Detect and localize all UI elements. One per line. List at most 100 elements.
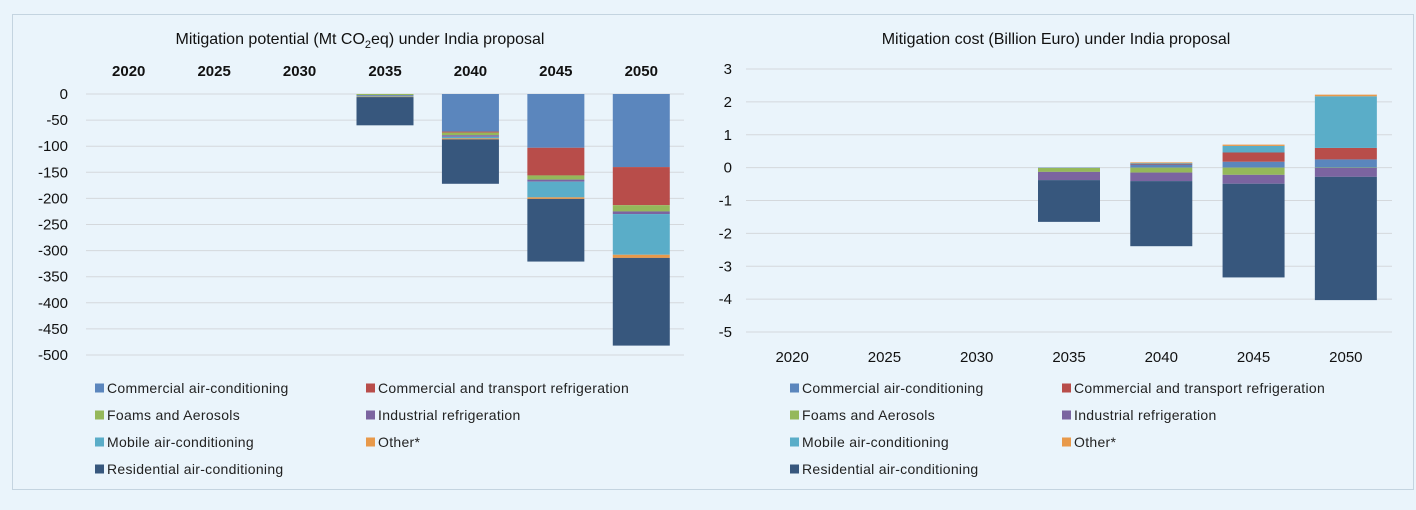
bar-segment-mobile-air-conditioning — [1130, 163, 1193, 164]
bar-segment-foams-and-aerosols — [1038, 167, 1100, 172]
legend-label: Residential air-conditioning — [802, 461, 979, 477]
bar-segment-residential-air-conditioning — [1130, 181, 1193, 247]
legend-label: Other* — [378, 434, 421, 450]
legend-swatch — [95, 437, 104, 447]
y-tick-label: 0 — [724, 160, 732, 177]
y-tick-label: -2 — [719, 225, 732, 242]
bar-segment-foams-and-aerosols — [441, 132, 499, 136]
legend-swatch — [790, 464, 799, 474]
x-tick-label: 2030 — [960, 349, 993, 366]
bar-segment-foams-and-aerosols — [1130, 167, 1193, 173]
y-tick-label: -50 — [46, 112, 68, 129]
legend-swatch — [95, 383, 104, 393]
legend-label: Mobile air-conditioning — [802, 434, 949, 450]
figure-frame — [12, 14, 1414, 490]
bar-segment-other- — [356, 96, 414, 98]
y-tick-label: 1 — [724, 127, 732, 144]
y-tick-label: -500 — [38, 347, 68, 364]
bar-segment-residential-air-conditioning — [1038, 180, 1100, 222]
bar-segment-mobile-air-conditioning — [441, 136, 499, 139]
legend-swatch — [366, 410, 375, 420]
y-tick-label: 0 — [60, 86, 68, 103]
x-tick-label: 2045 — [1237, 349, 1270, 366]
x-tick-label: 2045 — [539, 63, 572, 80]
y-tick-label: 3 — [724, 61, 732, 78]
x-tick-label: 2035 — [368, 63, 401, 80]
y-tick-label: -300 — [38, 243, 68, 260]
bar-segment-other- — [1222, 144, 1285, 146]
x-tick-label: 2040 — [454, 63, 487, 80]
legend-swatch — [1062, 410, 1071, 420]
x-tick-label: 2020 — [775, 349, 808, 366]
bar-segment-foams-and-aerosols — [356, 94, 414, 96]
bar-segment-foams-and-aerosols — [612, 205, 670, 212]
bar-segment-commercial-and-transport-refrigeration — [1314, 147, 1377, 160]
mitigation-potential-chart: Mitigation potential (Mt CO2eq) under In… — [38, 31, 684, 477]
y-tick-label: -150 — [38, 164, 68, 181]
bar-segment-industrial-refrigeration — [441, 135, 499, 137]
bar-segment-residential-air-conditioning — [527, 198, 585, 262]
bar-segment-industrial-refrigeration — [527, 179, 585, 182]
bar-segment-residential-air-conditioning — [441, 139, 499, 184]
bar-segment-mobile-air-conditioning — [612, 214, 670, 255]
bar-segment-commercial-air-conditioning — [527, 94, 585, 148]
bar-segment-mobile-air-conditioning — [1222, 145, 1285, 153]
bar-segment-commercial-and-transport-refrigeration — [1222, 152, 1285, 162]
bar-segment-other- — [441, 138, 499, 140]
y-tick-label: -400 — [38, 295, 68, 312]
x-tick-label: 2030 — [283, 63, 316, 80]
bar-segment-commercial-air-conditioning — [1314, 159, 1377, 168]
x-tick-label: 2035 — [1052, 349, 1085, 366]
bar-segment-industrial-refrigeration — [1222, 174, 1285, 184]
legend-label: Commercial and transport refrigeration — [1074, 380, 1325, 396]
chart-title-subscript: 2 — [365, 39, 371, 51]
bar-segment-commercial-and-transport-refrigeration — [612, 167, 670, 206]
bar-segment-foams-and-aerosols — [527, 175, 585, 180]
x-tick-label: 2040 — [1145, 349, 1178, 366]
bar-segment-commercial-air-conditioning — [612, 94, 670, 168]
y-tick-label: -450 — [38, 321, 68, 338]
x-tick-label: 2050 — [625, 63, 658, 80]
legend-label: Foams and Aerosols — [107, 407, 240, 423]
chart-title-text: Mitigation potential (Mt CO — [176, 31, 365, 48]
bar-segment-commercial-air-conditioning — [441, 94, 499, 132]
legend-swatch — [1062, 437, 1071, 447]
legend-swatch — [366, 383, 375, 393]
legend-label: Residential air-conditioning — [107, 461, 284, 477]
y-tick-label: -100 — [38, 138, 68, 155]
bar-segment-commercial-and-transport-refrigeration — [527, 147, 585, 176]
bar-segment-industrial-refrigeration — [356, 95, 414, 96]
bar-segment-commercial-and-transport-refrigeration — [441, 131, 499, 133]
y-tick-label: -1 — [719, 193, 732, 210]
bar-segment-other- — [1314, 94, 1377, 97]
y-tick-label: -3 — [719, 258, 732, 275]
bar-segment-other- — [612, 254, 670, 258]
legend-swatch — [1062, 383, 1071, 393]
y-tick-label: -4 — [719, 291, 732, 308]
y-tick-label: -250 — [38, 217, 68, 234]
bar-segment-residential-air-conditioning — [1314, 176, 1377, 301]
bar-segment-residential-air-conditioning — [356, 97, 414, 126]
legend-swatch — [790, 437, 799, 447]
chart-title: Mitigation potential (Mt CO2eq) under In… — [176, 31, 545, 51]
bar-segment-mobile-air-conditioning — [527, 181, 585, 198]
bar-segment-commercial-air-conditioning — [1130, 164, 1193, 168]
legend-label: Mobile air-conditioning — [107, 434, 254, 450]
bar-segment-industrial-refrigeration — [1130, 172, 1193, 182]
legend-label: Other* — [1074, 434, 1117, 450]
bar-segment-commercial-and-transport-refrigeration — [1130, 163, 1193, 165]
y-tick-label: 2 — [724, 94, 732, 111]
legend-label: Industrial refrigeration — [1074, 407, 1217, 423]
x-tick-label: 2025 — [197, 63, 230, 80]
x-tick-label: 2025 — [868, 349, 901, 366]
bar-segment-industrial-refrigeration — [1314, 167, 1377, 177]
y-tick-label: -200 — [38, 190, 68, 207]
bar-segment-mobile-air-conditioning — [1314, 96, 1377, 148]
mitigation-cost-chart: Mitigation cost (Billion Euro) under Ind… — [719, 31, 1392, 477]
chart-title: Mitigation cost (Billion Euro) under Ind… — [882, 31, 1231, 48]
chart-title-text: Mitigation cost (Billion Euro) under Ind… — [882, 31, 1231, 48]
legend-label: Commercial air-conditioning — [802, 380, 984, 396]
legend-label: Commercial air-conditioning — [107, 380, 289, 396]
legend-swatch — [366, 437, 375, 447]
